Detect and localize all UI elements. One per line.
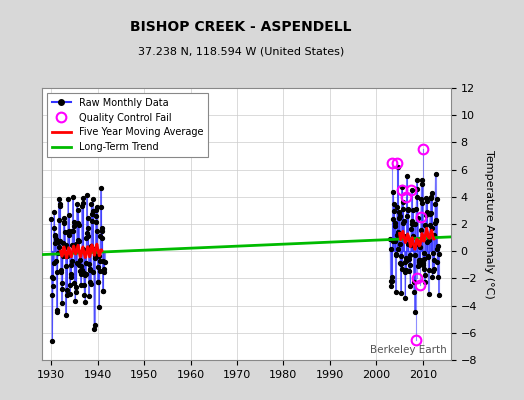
Text: Berkeley Earth: Berkeley Earth [370, 344, 446, 354]
Text: 37.238 N, 118.594 W (United States): 37.238 N, 118.594 W (United States) [138, 46, 344, 56]
Y-axis label: Temperature Anomaly (°C): Temperature Anomaly (°C) [484, 150, 494, 298]
Text: BISHOP CREEK - ASPENDELL: BISHOP CREEK - ASPENDELL [130, 20, 352, 34]
Legend: Raw Monthly Data, Quality Control Fail, Five Year Moving Average, Long-Term Tren: Raw Monthly Data, Quality Control Fail, … [47, 93, 208, 157]
